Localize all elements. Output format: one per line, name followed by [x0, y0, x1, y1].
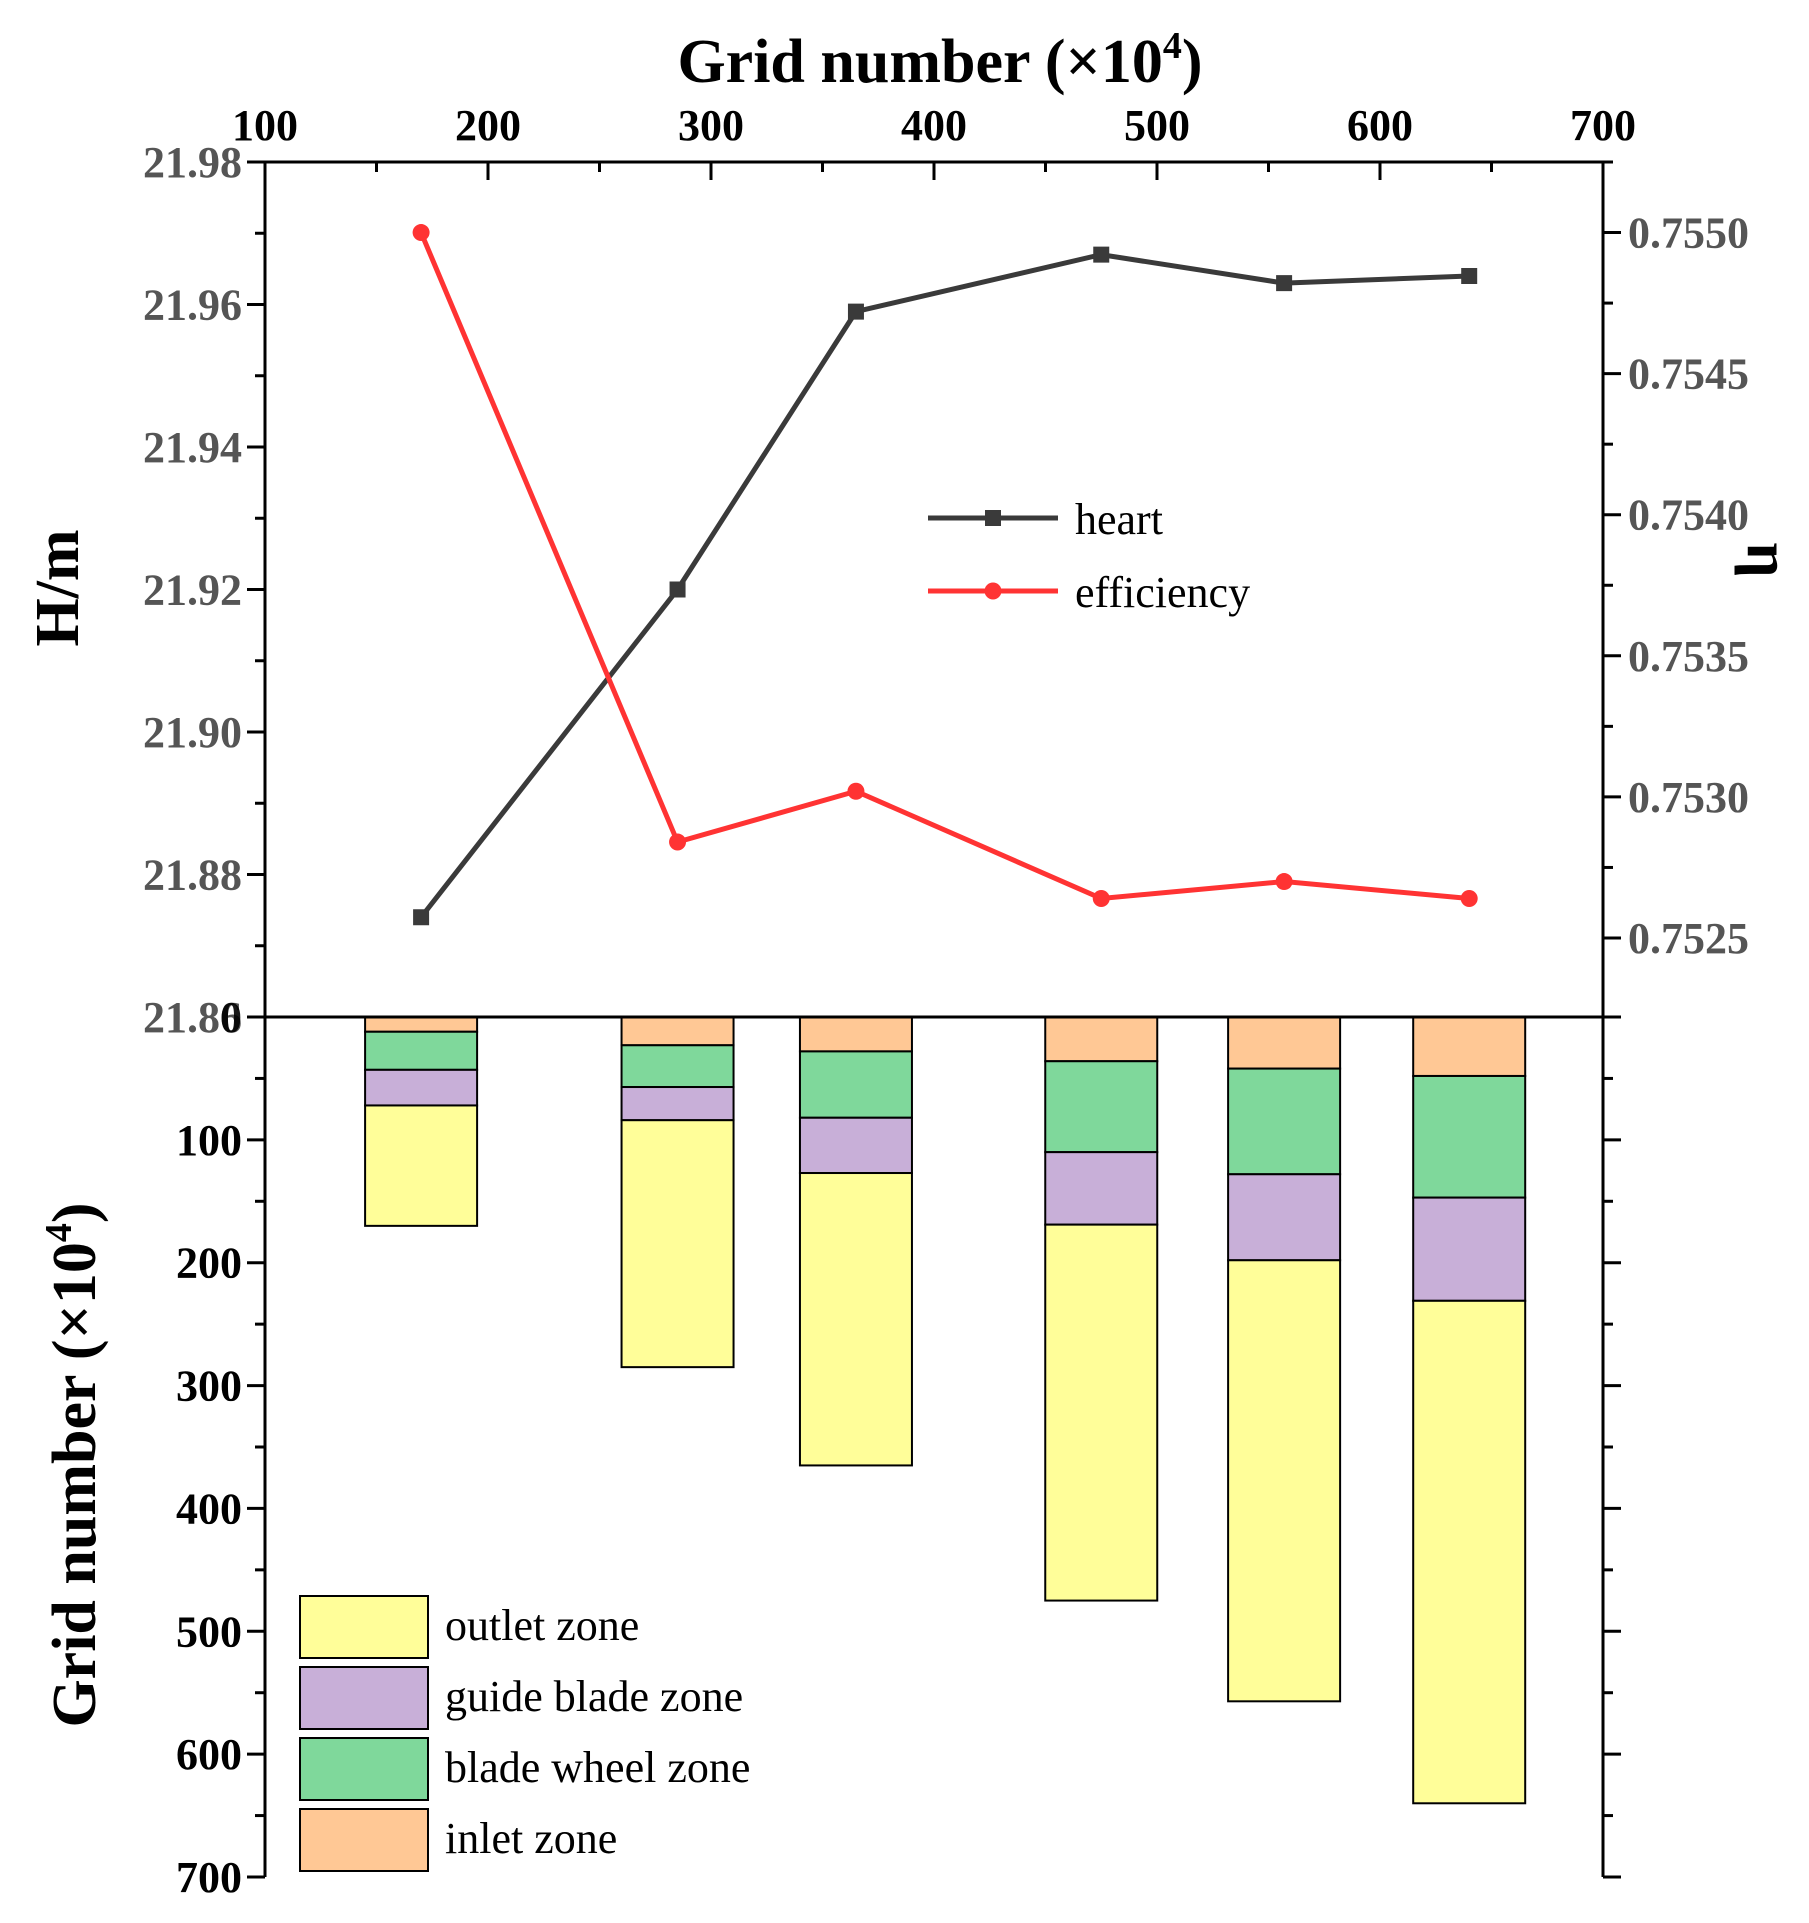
bar-segment-inlet-zone	[620, 1016, 735, 1047]
bar-segment-outlet-zone	[1227, 1259, 1342, 1703]
line-legend: heart efficiency	[928, 495, 1250, 617]
x-tick-label: 400	[901, 101, 967, 150]
left-y-tick-label-bottom: 21.86	[143, 993, 242, 1042]
bar-segment-outlet-zone	[1044, 1223, 1159, 1602]
right-y-axis-title: η	[1734, 542, 1802, 577]
x-tick-label: 600	[1347, 101, 1413, 150]
right-y-tick-label: 0.7545	[1628, 350, 1749, 399]
left-y-axis-title: H/m	[24, 529, 92, 646]
bottom-y-tick-label: 200	[176, 1239, 242, 1288]
top-x-axis-title: Grid number (×104)	[677, 25, 1202, 96]
bar-segment-inlet-zone	[364, 1016, 479, 1033]
x-tick-label: 200	[455, 101, 521, 150]
bar-segment-inlet-zone	[1412, 1016, 1527, 1077]
axes: 100 200 300 400 500 600 700 21.98 21.96 21.94 21.9…	[143, 101, 1749, 1902]
legend-heart-label: heart	[1075, 495, 1163, 544]
legend-label-guide-blade-zone: guide blade zone	[445, 1672, 743, 1721]
legend-swatch-blade-wheel-zone	[299, 1737, 429, 1801]
bar-segment-blade-wheel-zone	[798, 1050, 913, 1119]
bar-legend: outlet zone guide blade zone blade wheel z…	[299, 1595, 750, 1872]
left-y-tick-label: 21.98	[143, 138, 242, 187]
legend-swatch-outlet-zone	[299, 1595, 429, 1659]
legend-swatch-inlet-zone	[299, 1808, 429, 1872]
bottom-y-tick-label: 100	[176, 1116, 242, 1165]
bottom-y-tick-label: 500	[176, 1607, 242, 1656]
legend-efficiency-label: efficiency	[1075, 568, 1250, 617]
heart-marker	[1461, 268, 1478, 284]
bar-segment-guide-blade-zone	[1044, 1151, 1159, 1226]
bottom-y-tick-label: 600	[176, 1730, 242, 1779]
efficiency-marker	[412, 224, 430, 242]
left-y-tick-label: 21.96	[143, 281, 242, 330]
x-tick-label: 700	[1570, 101, 1636, 150]
legend-swatch-guide-blade-zone	[299, 1666, 429, 1730]
bar-segment-blade-wheel-zone	[1044, 1060, 1159, 1154]
legend-efficiency-marker	[984, 582, 1002, 600]
left-y-tick-label: 21.94	[143, 423, 242, 472]
left-y-tick-label: 21.90	[143, 708, 242, 757]
heart-marker	[847, 303, 864, 320]
legend-heart-marker	[985, 510, 1001, 526]
bar-segment-outlet-zone	[620, 1119, 735, 1369]
efficiency-marker	[1275, 873, 1293, 891]
heart-marker	[1276, 275, 1293, 292]
bottom-y-axis-title: Grid number (×104)	[38, 1202, 109, 1727]
heart-marker	[1093, 246, 1110, 263]
efficiency-line	[418, 231, 1470, 902]
heart-marker	[669, 581, 686, 598]
legend-label-blade-wheel-zone: blade wheel zone	[445, 1743, 750, 1792]
bottom-y-tick-label: 0	[220, 993, 242, 1042]
bar-segment-inlet-zone	[1044, 1016, 1159, 1063]
right-y-tick-label: 0.7540	[1628, 491, 1749, 540]
legend-label-inlet-zone: inlet zone	[445, 1814, 617, 1863]
bar-segment-inlet-zone	[798, 1016, 913, 1053]
legend-label-outlet-zone: outlet zone	[445, 1601, 639, 1650]
line-series	[412, 224, 1478, 926]
bar-segment-outlet-zone	[364, 1104, 479, 1227]
right-y-tick-label: 0.7550	[1628, 209, 1749, 258]
efficiency-marker	[1092, 889, 1110, 907]
x-tick-label: 100	[232, 101, 298, 150]
bar-segment-outlet-zone	[1412, 1299, 1527, 1805]
left-y-tick-label: 21.88	[143, 851, 242, 900]
bar-segment-outlet-zone	[798, 1172, 913, 1467]
bar-segment-guide-blade-zone	[1227, 1173, 1342, 1262]
bar-segment-guide-blade-zone	[620, 1086, 735, 1122]
bar-segment-guide-blade-zone	[798, 1116, 913, 1175]
bar-segment-guide-blade-zone	[1412, 1196, 1527, 1302]
bottom-y-tick-label: 700	[176, 1853, 242, 1902]
bar-segment-blade-wheel-zone	[1412, 1074, 1527, 1199]
x-tick-label: 300	[678, 101, 744, 150]
stacked-bars	[364, 1016, 1527, 1805]
bottom-y-tick-label: 300	[176, 1362, 242, 1411]
right-y-tick-label: 0.7535	[1628, 632, 1749, 681]
bar-segment-blade-wheel-zone	[364, 1030, 479, 1071]
bar-segment-inlet-zone	[1227, 1016, 1342, 1070]
bar-segment-guide-blade-zone	[364, 1068, 479, 1107]
x-tick-label: 500	[1124, 101, 1190, 150]
bottom-y-tick-label: 400	[176, 1484, 242, 1533]
efficiency-marker	[847, 782, 865, 800]
efficiency-marker	[1460, 889, 1478, 907]
left-y-tick-label: 21.92	[143, 566, 242, 615]
bar-segment-blade-wheel-zone	[1227, 1067, 1342, 1176]
right-y-tick-label: 0.7525	[1628, 914, 1749, 963]
efficiency-marker	[669, 833, 687, 851]
heart-marker	[413, 909, 430, 926]
right-y-tick-label: 0.7530	[1628, 773, 1749, 822]
heart-line	[419, 252, 1470, 919]
bar-segment-blade-wheel-zone	[620, 1044, 735, 1089]
